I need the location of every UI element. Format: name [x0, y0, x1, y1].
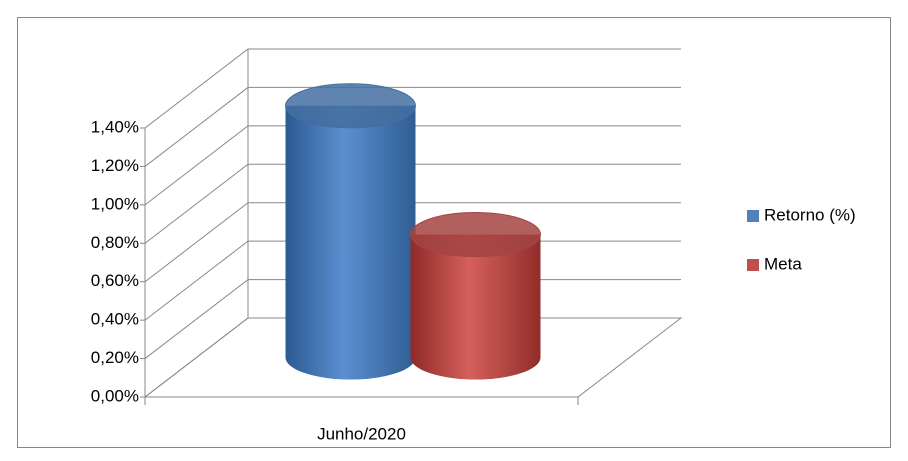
y-tick-label: 0,80%	[91, 233, 139, 252]
legend-label: Retorno (%)	[764, 205, 856, 224]
cylinder-body	[285, 105, 416, 380]
grid-line	[144, 48, 681, 129]
y-tick-label: 0,20%	[91, 348, 139, 367]
y-tick-label: 0,00%	[91, 386, 139, 405]
grid-line	[144, 86, 681, 167]
x-tick-label: Junho/2020	[317, 424, 406, 443]
y-tick-label: 1,20%	[91, 156, 139, 175]
grid-line	[144, 125, 681, 206]
cylinder-top	[285, 83, 416, 129]
legend-swatch	[747, 210, 759, 222]
cylinder	[285, 83, 416, 380]
y-tick-label: 0,40%	[91, 310, 139, 329]
cylinder	[410, 212, 541, 380]
legend-swatch	[747, 259, 759, 271]
grid-line	[144, 202, 681, 283]
cylinder-top	[410, 212, 541, 258]
legend-label: Meta	[764, 254, 802, 273]
y-tick-label: 0,60%	[91, 271, 139, 290]
cylinder-body	[410, 234, 541, 380]
y-tick-label: 1,40%	[91, 117, 139, 136]
y-tick-label: 1,00%	[91, 194, 139, 213]
grid-line	[144, 163, 681, 244]
